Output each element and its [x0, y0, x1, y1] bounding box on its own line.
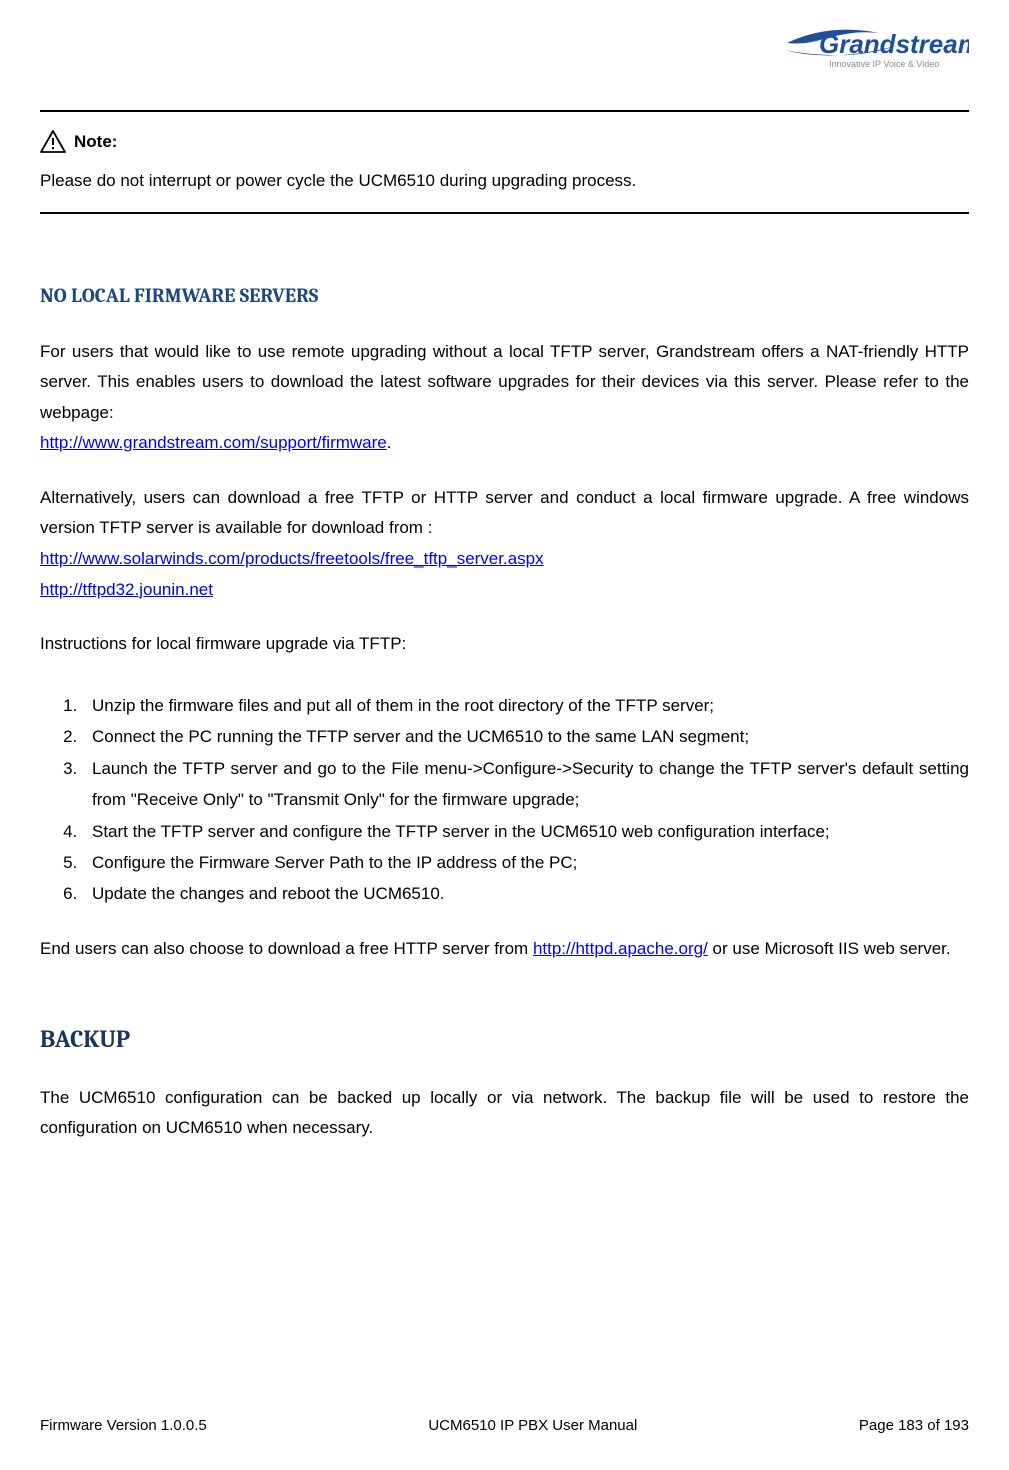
heading-no-local-firmware: NO LOCAL FIRMWARE SERVERS	[40, 284, 969, 307]
list-item: Start the TFTP server and configure the …	[82, 816, 969, 847]
list-item: Configure the Firmware Server Path to th…	[82, 847, 969, 878]
footer-manual-title: UCM6510 IP PBX User Manual	[428, 1417, 637, 1434]
link-grandstream-firmware[interactable]: http://www.grandstream.com/support/firmw…	[40, 433, 387, 452]
para-http-server: End users can also choose to download a …	[40, 934, 969, 965]
note-callout: Note: Please do not interrupt or power c…	[40, 110, 969, 214]
list-item: Launch the TFTP server and go to the Fil…	[82, 753, 969, 816]
link-solarwinds[interactable]: http://www.solarwinds.com/products/freet…	[40, 549, 544, 568]
list-item: Unzip the firmware files and put all of …	[82, 690, 969, 721]
link-tftpd32[interactable]: http://tftpd32.jounin.net	[40, 580, 213, 599]
para-backup: The UCM6510 configuration can be backed …	[40, 1083, 969, 1144]
brand-logo: Grandstream Innovative IP Voice & Video	[779, 15, 969, 75]
page-footer: Firmware Version 1.0.0.5 UCM6510 IP PBX …	[40, 1417, 969, 1434]
tftp-steps-list: Unzip the firmware files and put all of …	[40, 690, 969, 910]
para-text: For users that would like to use remote …	[40, 342, 969, 422]
svg-text:Grandstream: Grandstream	[819, 29, 969, 59]
note-body: Please do not interrupt or power cycle t…	[40, 168, 969, 194]
list-item: Update the changes and reboot the UCM651…	[82, 878, 969, 909]
para-pre: End users can also choose to download a …	[40, 939, 533, 958]
link-apache[interactable]: http://httpd.apache.org/	[533, 939, 708, 958]
para-alt-download: Alternatively, users can download a free…	[40, 483, 969, 544]
link-suffix: .	[387, 433, 392, 452]
heading-backup: BACKUP	[40, 1025, 969, 1053]
svg-text:Innovative IP Voice & Video: Innovative IP Voice & Video	[829, 59, 939, 69]
para-instructions-intro: Instructions for local firmware upgrade …	[40, 629, 969, 660]
warning-icon	[40, 130, 66, 154]
footer-firmware-version: Firmware Version 1.0.0.5	[40, 1417, 207, 1434]
para-remote-upgrade: For users that would like to use remote …	[40, 337, 969, 459]
list-item: Connect the PC running the TFTP server a…	[82, 721, 969, 752]
para-text: Alternatively, users can download a free…	[40, 488, 969, 538]
note-label: Note:	[74, 132, 117, 152]
para-post: or use Microsoft IIS web server.	[708, 939, 951, 958]
note-header: Note:	[40, 130, 969, 154]
footer-page-number: Page 183 of 193	[859, 1417, 969, 1434]
